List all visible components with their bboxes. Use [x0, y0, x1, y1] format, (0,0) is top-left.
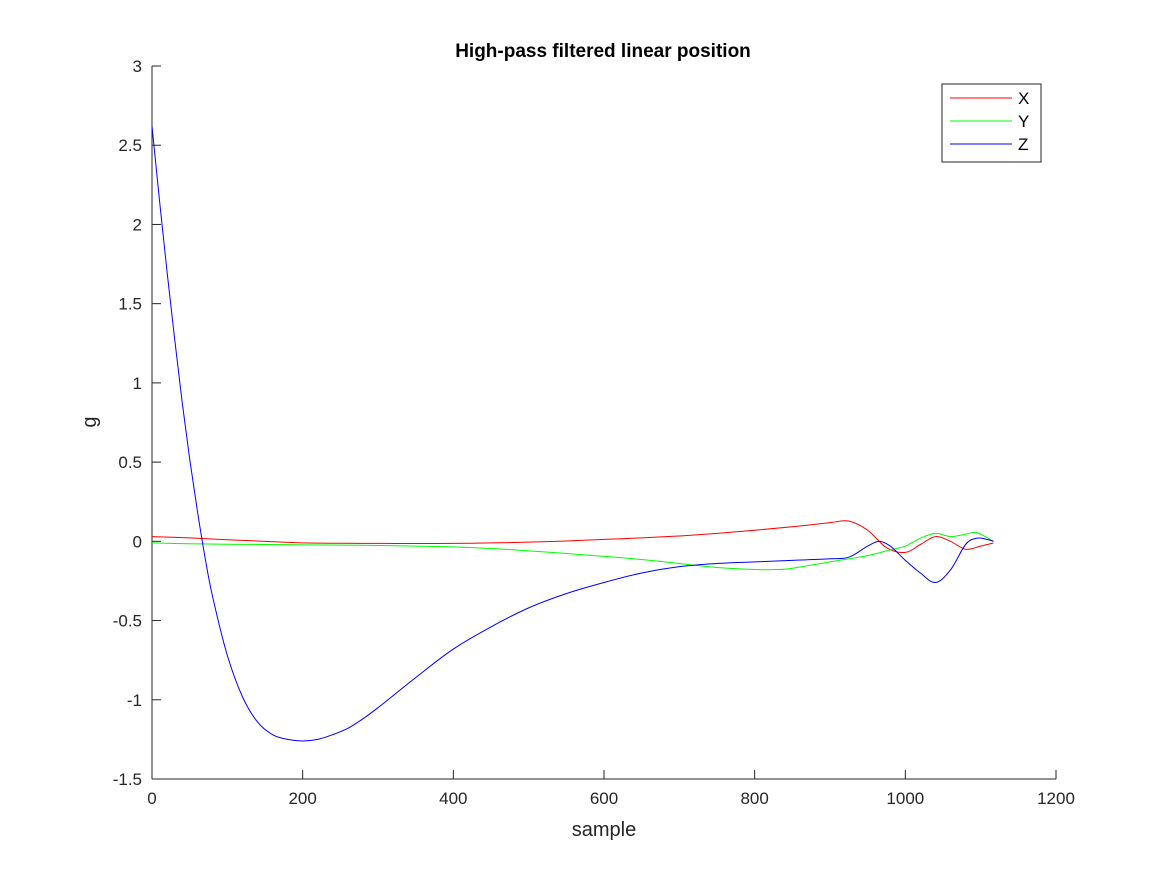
y-tick-label: -1.5 [113, 770, 142, 789]
series-line-x [151, 520, 994, 554]
x-tick-label: 400 [439, 789, 467, 808]
y-tick-label: 1 [133, 374, 142, 393]
y-tick-label: 0.5 [118, 453, 142, 472]
legend: XYZ [941, 83, 1042, 163]
chart-title: High-pass filtered linear position [455, 41, 751, 62]
x-tick-label: 1000 [886, 789, 924, 808]
x-tick-label: 1200 [1037, 789, 1075, 808]
y-tick-label: 1.5 [118, 295, 142, 314]
y-tick-label: 2 [133, 215, 142, 234]
plot-lines [151, 126, 994, 742]
y-tick-label: 3 [133, 57, 142, 76]
y-tick-label: 0 [133, 532, 142, 551]
y-tick-label: -1 [127, 691, 142, 710]
legend-label: Y [1018, 112, 1029, 131]
axes: 0 200 400 600 800 1000 1200 -1.5 -1 -0.5 0 0.5 1 1.5 2… [113, 57, 1075, 808]
x-tick-label: 200 [288, 789, 316, 808]
x-tick-label: 800 [740, 789, 768, 808]
x-axis-label: sample [572, 819, 636, 841]
legend-label: Z [1018, 135, 1028, 154]
x-tick-label: 0 [147, 789, 156, 808]
y-tick-label: -0.5 [113, 612, 142, 631]
x-tick-label: 600 [590, 789, 618, 808]
legend-box [941, 83, 1042, 163]
series-line-y [151, 531, 994, 571]
y-tick-label: 2.5 [118, 136, 142, 155]
y-axis-label: g [79, 416, 101, 427]
legend-label: X [1018, 89, 1029, 108]
series-line-z [151, 126, 994, 742]
